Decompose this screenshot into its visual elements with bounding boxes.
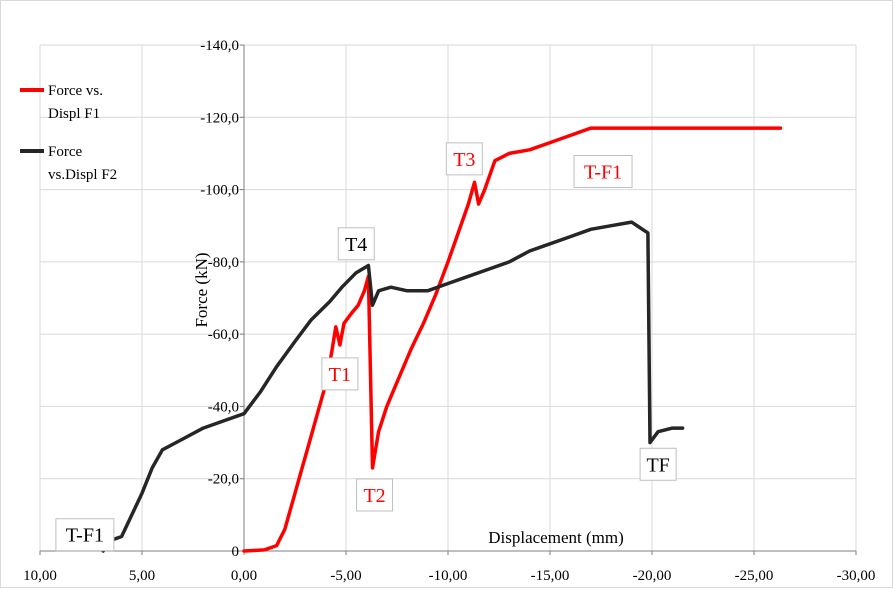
x-tick-label: 0,00 <box>231 568 257 584</box>
annotation-box <box>639 447 677 481</box>
annotation: TF <box>639 447 677 481</box>
axes <box>39 44 857 555</box>
legend-label-f2: Force vs.Displ F2 <box>48 144 117 183</box>
annotation-box <box>573 155 633 188</box>
annotation-box <box>337 227 375 261</box>
x-tick-label: -5,00 <box>330 568 361 584</box>
y-tick-label: -40,0 <box>208 399 239 415</box>
y-tick-label: -140,0 <box>200 38 239 54</box>
x-axis-title: Displacement (mm) <box>488 528 624 547</box>
series-line-2 <box>101 220 685 553</box>
annotation-label: T3 <box>453 149 475 171</box>
annotation: T2 <box>356 478 394 512</box>
x-tick-label: -15,00 <box>531 568 570 584</box>
annotation: T1 <box>321 357 359 391</box>
annotation-label: T4 <box>345 234 367 256</box>
annotation-box <box>356 478 394 512</box>
annotation-box <box>445 142 483 176</box>
legend: Force vs. Displ F1 Force vs.Displ F2 <box>20 83 117 183</box>
annotations-layer: T1 T2 T3 T-F1 T4 TF T-F1 <box>55 142 677 552</box>
annotation-label: T-F1 <box>66 525 104 547</box>
y-tick-label: -60,0 <box>208 327 239 343</box>
annotation: T4 <box>337 227 375 261</box>
x-tick-label: -10,00 <box>429 568 468 584</box>
annotation-label: T2 <box>363 485 385 507</box>
y-tick-label: -120,0 <box>200 110 239 126</box>
x-tick-label: -25,00 <box>735 568 774 584</box>
x-tick-label: -20,00 <box>633 568 672 584</box>
annotation-box <box>55 518 115 552</box>
annotation-label: T1 <box>329 364 351 386</box>
y-tick-label: 0 <box>232 544 240 560</box>
y-tick-label: -20,0 <box>208 472 239 488</box>
annotation: T-F1 <box>573 155 633 188</box>
legend-label-f1: Force vs. Displ F1 <box>48 83 107 122</box>
annotation: T3 <box>445 142 483 176</box>
x-tick-label: 5,00 <box>129 568 155 584</box>
annotation-label: T-F1 <box>584 162 622 184</box>
tick-labels: 10,00 5,00 0,00 -5,00 -10,00 -15,00 -20,00 -25,… <box>23 38 875 584</box>
y-tick-label: -80,0 <box>208 255 239 271</box>
y-axis-title: Force (kN) <box>192 252 211 327</box>
series-layer <box>101 126 783 553</box>
series-line-1 <box>242 126 783 553</box>
x-tick-label: -30,00 <box>837 568 876 584</box>
annotation-label: TF <box>646 454 669 476</box>
x-tick-label: 10,00 <box>23 568 57 584</box>
y-tick-label: -100,0 <box>200 183 239 199</box>
annotation: T-F1 <box>55 518 115 552</box>
gridlines <box>39 44 857 552</box>
annotation-box <box>321 357 359 391</box>
